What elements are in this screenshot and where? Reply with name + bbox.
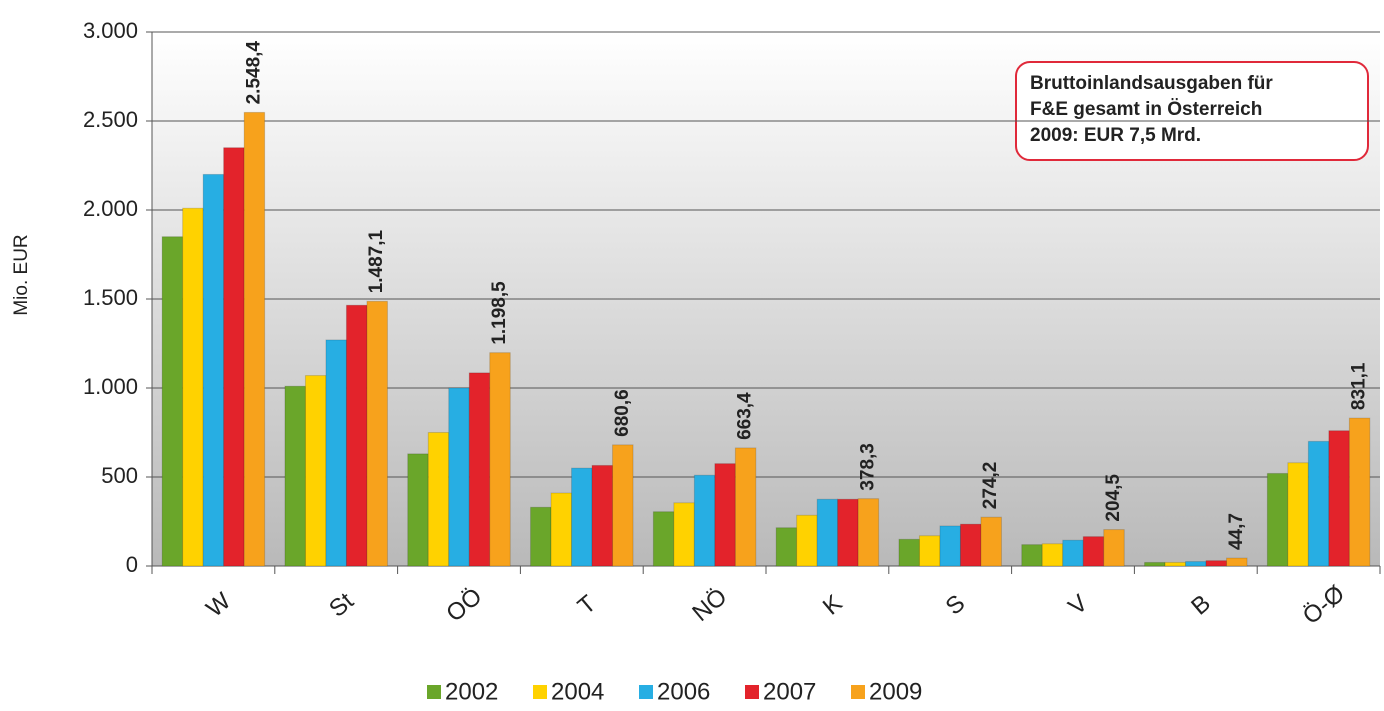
bar <box>489 352 511 567</box>
bar <box>837 498 859 567</box>
bar <box>284 385 306 567</box>
value-label: 831,1 <box>1349 362 1370 410</box>
y-tick-label: 500 <box>101 463 138 488</box>
value-label: 274,2 <box>980 462 1001 510</box>
y-tick-label: 3.000 <box>83 18 138 43</box>
x-tick-label: Ö-Ø <box>1298 580 1350 630</box>
bar <box>693 474 716 567</box>
bar <box>980 516 1002 567</box>
bar <box>223 147 245 567</box>
legend-swatch <box>639 685 653 699</box>
bar <box>1287 462 1309 567</box>
bar <box>1164 561 1187 567</box>
annotation: Bruttoinlandsausgaben für <box>1030 73 1273 94</box>
value-label: 663,4 <box>735 392 756 440</box>
bar <box>1266 472 1289 567</box>
bar <box>1041 543 1064 567</box>
bar <box>714 463 736 567</box>
legend-swatch <box>427 685 441 699</box>
bar <box>1307 440 1330 567</box>
legend-label: 2006 <box>657 678 710 705</box>
bar <box>530 506 552 567</box>
bar <box>775 527 798 567</box>
bar <box>1328 430 1350 567</box>
bar <box>304 375 327 567</box>
bar <box>468 372 491 567</box>
value-label: 204,5 <box>1103 474 1124 522</box>
legend-label: 2002 <box>445 678 498 705</box>
bar <box>243 111 266 567</box>
bar <box>1205 560 1228 567</box>
bar <box>1062 539 1084 567</box>
bar <box>652 511 675 567</box>
value-label: 2.548,4 <box>243 41 264 105</box>
annotation-box <box>1015 61 1369 161</box>
bar <box>1348 417 1371 567</box>
bar <box>407 453 429 567</box>
bar <box>939 525 961 567</box>
y-tick-label: 2.000 <box>83 196 138 221</box>
bar <box>550 492 573 567</box>
legend-swatch <box>533 685 547 699</box>
bar <box>612 444 634 567</box>
y-tick-label: 0 <box>126 552 138 577</box>
bar <box>182 207 204 567</box>
bar <box>1226 557 1248 567</box>
bar <box>1103 529 1125 567</box>
value-label: 44,7 <box>1226 513 1247 550</box>
x-tick-label: OÖ <box>441 583 487 628</box>
bar <box>673 502 695 567</box>
value-label: 378,3 <box>857 443 878 491</box>
bar <box>918 535 941 567</box>
x-tick-label: St <box>324 587 359 622</box>
legend-swatch <box>745 685 759 699</box>
x-tick-label: T <box>573 590 602 620</box>
bar <box>857 498 880 567</box>
y-tick-label: 2.500 <box>83 107 138 132</box>
bar <box>734 447 757 567</box>
value-label: 680,6 <box>612 389 633 437</box>
bar <box>427 432 450 567</box>
bar <box>1082 536 1105 567</box>
bar <box>571 467 593 567</box>
legend-swatch <box>851 685 865 699</box>
legend-label: 2007 <box>763 678 816 705</box>
annotation: 2009: EUR 7,5 Mrd. <box>1030 125 1201 146</box>
x-tick-label: NÖ <box>687 583 732 627</box>
bar <box>1021 544 1043 567</box>
y-tick-label: 1.500 <box>83 285 138 310</box>
y-axis-label: Mio. EUR <box>11 234 32 315</box>
bar <box>1185 561 1207 567</box>
bar <box>161 236 184 567</box>
bar <box>366 300 388 567</box>
x-tick-label: K <box>818 590 848 621</box>
x-tick-label: S <box>941 590 971 621</box>
legend-label: 2004 <box>551 678 604 705</box>
value-label: 1.198,5 <box>489 281 510 345</box>
bar <box>591 464 614 567</box>
x-tick-label: V <box>1063 590 1093 621</box>
bar <box>345 304 368 567</box>
x-tick-label: B <box>1186 590 1216 621</box>
annotation: F&E gesamt in Österreich <box>1030 99 1262 120</box>
value-label: 1.487,1 <box>366 229 387 293</box>
bar <box>959 523 982 567</box>
y-tick-label: 1.000 <box>83 374 138 399</box>
bar <box>448 387 470 567</box>
bar <box>816 498 839 567</box>
legend-label: 2009 <box>869 678 922 705</box>
x-tick-label: W <box>201 587 236 622</box>
bar <box>325 339 347 567</box>
bar <box>898 538 920 567</box>
bar <box>1144 561 1166 567</box>
bar <box>796 514 818 567</box>
bar <box>202 173 225 567</box>
